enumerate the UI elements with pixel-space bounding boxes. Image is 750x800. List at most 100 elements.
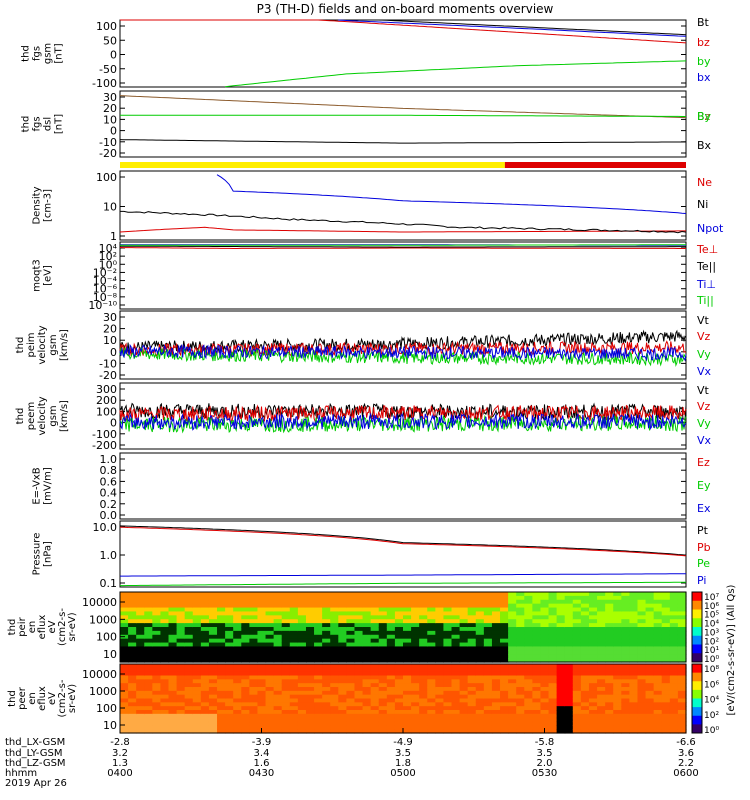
spectrogram-cell bbox=[128, 599, 137, 605]
spectrogram-cell bbox=[524, 675, 533, 680]
spectrogram-cell bbox=[532, 717, 542, 723]
spectrogram-cell bbox=[483, 654, 493, 659]
spectrogram-cell bbox=[451, 646, 461, 651]
spectrogram-cell bbox=[168, 592, 178, 597]
spectrogram-cell bbox=[257, 595, 267, 601]
spectrogram-cell bbox=[330, 725, 339, 730]
spectrogram-cell bbox=[136, 717, 145, 723]
spectrogram-cell bbox=[491, 675, 501, 680]
spectrogram-cell bbox=[613, 592, 622, 597]
spectrogram-cell bbox=[597, 717, 606, 723]
spectrogram-cell bbox=[362, 683, 372, 688]
spectrogram-cell bbox=[208, 630, 218, 636]
spectrogram-cell bbox=[354, 671, 364, 677]
legend-ex: Ex bbox=[697, 502, 711, 515]
spectrogram-cell bbox=[346, 615, 356, 620]
spectrogram-cell bbox=[346, 729, 356, 734]
spectrogram-cell bbox=[419, 702, 428, 707]
spectrogram-cell bbox=[524, 725, 533, 730]
spectrogram-cell bbox=[160, 687, 170, 692]
spectrogram-cell bbox=[322, 654, 331, 659]
spectrogram-cell bbox=[483, 630, 493, 636]
spectrogram-cell bbox=[669, 675, 679, 680]
spectrogram-cell bbox=[572, 687, 582, 692]
spectrogram-cell bbox=[338, 627, 347, 632]
spectrogram-cell bbox=[645, 658, 655, 663]
spectrogram-cell bbox=[330, 710, 339, 715]
spectrogram-cell bbox=[411, 664, 420, 669]
spectrogram-cell bbox=[524, 698, 533, 703]
spectrogram-cell bbox=[483, 650, 493, 655]
spectrogram-cell bbox=[233, 592, 242, 597]
spectrogram-cell bbox=[200, 627, 210, 632]
ytick-label: 10000 bbox=[82, 668, 117, 681]
legend-pi: Pi bbox=[697, 574, 706, 587]
spectrogram-cell bbox=[346, 706, 356, 711]
spectrogram-cell bbox=[637, 690, 647, 696]
spectrogram-cell bbox=[362, 646, 372, 651]
spectrogram-cell bbox=[354, 675, 364, 680]
spectrogram-cell bbox=[597, 658, 606, 663]
spectrogram-cell bbox=[661, 698, 671, 703]
spectrogram-cell bbox=[378, 595, 388, 601]
spectrogram-cell bbox=[305, 729, 315, 734]
spectrogram-cell bbox=[443, 623, 453, 628]
spectrogram-cell bbox=[532, 729, 542, 734]
spectrogram-cell bbox=[427, 642, 436, 648]
spectrogram-cell bbox=[661, 683, 671, 688]
spectrogram-cell bbox=[120, 638, 129, 644]
spectrogram-cell bbox=[443, 592, 453, 597]
spectrogram-cell bbox=[516, 675, 525, 680]
spectrogram-cell bbox=[435, 627, 445, 632]
spectrogram-cell bbox=[386, 698, 396, 703]
colorbar-tick: 10² bbox=[704, 711, 719, 721]
spectrogram-cell bbox=[483, 627, 493, 632]
spectrogram-cell bbox=[564, 627, 574, 632]
spectrogram-cell bbox=[176, 650, 186, 655]
spectrogram-cell bbox=[411, 729, 420, 734]
spectrogram-cell bbox=[677, 675, 687, 680]
spectrogram-cell bbox=[532, 706, 542, 711]
spectrogram-cell bbox=[605, 679, 614, 684]
series-vx-line bbox=[119, 343, 687, 362]
spectrogram-cell bbox=[435, 646, 445, 651]
spectrogram-cell bbox=[645, 721, 655, 726]
spectrogram-cell bbox=[653, 671, 663, 677]
spectrogram-cell bbox=[128, 717, 137, 723]
spectrogram-cell bbox=[613, 687, 622, 692]
spectrogram-cell bbox=[273, 664, 283, 669]
spectrogram-cell bbox=[144, 671, 153, 677]
spectrogram-cell bbox=[483, 619, 493, 624]
ytick-label: -10 bbox=[99, 357, 117, 370]
spectrogram-cell bbox=[677, 658, 687, 663]
spectrogram-cell bbox=[451, 611, 461, 616]
spectrogram-cell bbox=[500, 729, 509, 734]
spectrogram-cell bbox=[572, 713, 582, 719]
spectrogram-cell bbox=[305, 721, 315, 726]
ylabel-line: peim bbox=[26, 332, 37, 357]
spectrogram-cell bbox=[435, 607, 445, 613]
spectrogram-cell bbox=[621, 667, 630, 673]
spectrogram-cell bbox=[467, 623, 477, 628]
spectrogram-cell bbox=[225, 615, 234, 620]
spectrogram-cell bbox=[605, 671, 614, 677]
spectrogram-cell bbox=[459, 630, 469, 636]
spectrogram-cell bbox=[330, 683, 339, 688]
spectrogram-cell bbox=[370, 658, 380, 663]
spectrogram-cell bbox=[588, 702, 598, 707]
spectrogram-cell bbox=[217, 664, 226, 669]
spectrogram-cell bbox=[265, 687, 275, 692]
spectrogram-cell bbox=[354, 642, 364, 648]
spectrogram-cell bbox=[645, 654, 655, 659]
spectrogram-cell bbox=[475, 710, 485, 715]
spectrogram-cell bbox=[305, 654, 315, 659]
spectrogram-cell bbox=[370, 603, 380, 609]
spectrogram-cell bbox=[669, 607, 679, 613]
spectrogram-cell bbox=[677, 683, 687, 688]
spectrogram-cell bbox=[483, 607, 493, 613]
spectrogram-cell bbox=[427, 599, 436, 605]
spectrogram-cell bbox=[249, 634, 259, 640]
ytick-label: -100 bbox=[92, 428, 117, 441]
spectrogram-cell bbox=[394, 729, 404, 734]
spectrogram-cell bbox=[653, 646, 663, 651]
